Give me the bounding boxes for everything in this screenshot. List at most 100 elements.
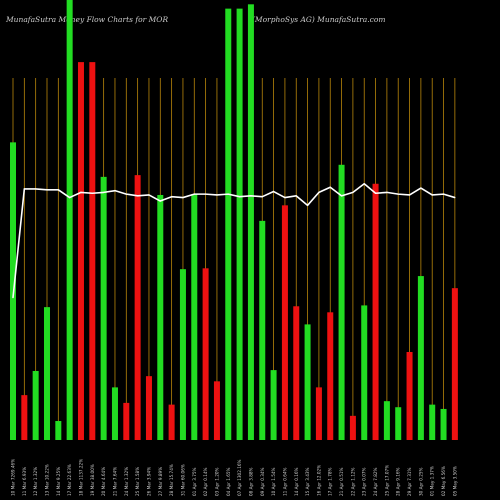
line-point <box>442 193 445 195</box>
line-point <box>397 193 399 195</box>
x-tick-label: 15 Apr 3.43% <box>305 467 310 496</box>
line-point <box>250 195 252 197</box>
x-tick-label: 03 Apr 1.20% <box>214 467 219 496</box>
line-point <box>171 196 173 198</box>
x-tick-label: 09 Apr 0.34% <box>260 467 265 496</box>
line-point <box>408 194 411 196</box>
line-point <box>35 188 37 190</box>
bar <box>293 306 300 440</box>
bar-series <box>10 0 458 441</box>
line-point <box>137 195 139 197</box>
bar <box>236 8 243 441</box>
x-tick-label: 21 Apr 0.51% <box>339 467 344 496</box>
line-point <box>363 183 365 185</box>
x-tick-label: 25 Apr 17.07% <box>384 465 389 496</box>
bar <box>66 0 73 440</box>
line-point <box>46 189 48 191</box>
x-tick-label: 21 Mar 7.64% <box>112 467 117 496</box>
line-point <box>386 191 388 193</box>
bar <box>383 401 390 440</box>
chart-header-right: (MorphoSys AG) MunafaSutra.com <box>252 15 386 24</box>
bar <box>191 194 198 440</box>
chart-header-left: MunafaSutra Money Flow Charts for MOR <box>5 15 168 24</box>
x-tick-label: 26 Mar 3.94% <box>146 467 151 496</box>
x-tick-label: 16 Apr 12.02% <box>316 465 321 496</box>
bar <box>349 415 356 440</box>
line-point <box>261 196 263 198</box>
x-tick-label: 10 Mar 7269.46% <box>11 459 16 496</box>
line-point <box>91 192 93 194</box>
x-tick-label: 29 Apr 7.31% <box>407 467 412 496</box>
x-tick-label: 28 Mar 15.74% <box>169 464 174 496</box>
bar <box>281 205 288 440</box>
bar <box>429 404 436 440</box>
x-tick-label: 17 Apr 1.78% <box>328 467 333 496</box>
x-tick-label: 01 May 1.37% <box>430 466 435 496</box>
line-point <box>23 188 25 190</box>
bar <box>270 370 277 440</box>
x-tick-label: 24 Apr 7.82% <box>373 467 378 496</box>
bar <box>372 183 379 440</box>
bar <box>327 312 334 440</box>
bar <box>338 164 345 441</box>
bar <box>304 324 311 440</box>
x-tick-label: 08 Apr 3.88% <box>248 467 253 496</box>
line-point <box>295 195 297 197</box>
bar <box>259 220 266 440</box>
bar <box>168 404 175 440</box>
x-tick-label: 20 Mar 4.64% <box>101 467 106 496</box>
line-point <box>352 191 354 193</box>
bar <box>100 176 107 441</box>
line-point <box>272 190 275 193</box>
line-point <box>216 194 218 196</box>
line-point <box>239 196 241 198</box>
x-tick-label: 12 Mar 1.32% <box>33 467 38 496</box>
x-tick-label: 05 May 3.50% <box>452 466 457 496</box>
x-tick-label: 18 Mar 1137.22% <box>78 459 83 496</box>
bar <box>417 276 424 440</box>
bar <box>213 381 220 440</box>
bar <box>451 288 458 440</box>
x-tick-label: 01 Apr 3.75% <box>192 467 197 496</box>
bar <box>32 370 39 440</box>
x-tick-label: 02 May 6.56% <box>441 466 446 496</box>
x-tick-label: 10 Apr 1.54% <box>271 467 276 496</box>
money-flow-line <box>12 182 456 298</box>
line-point <box>306 204 309 206</box>
x-axis-labels: 10 Mar 7269.46% 11 Mar 6.93% 12 Mar 1.32% 1… <box>11 459 458 496</box>
bar <box>361 305 368 440</box>
bar <box>440 408 447 440</box>
line-point <box>318 191 320 193</box>
x-tick-label: 14 Mar 9.25% <box>56 467 61 496</box>
bar <box>111 387 118 440</box>
bar <box>55 421 62 440</box>
x-tick-label: 14 Apr 0.16% <box>294 467 299 496</box>
bar <box>247 4 254 441</box>
x-tick-label: 11 Apr 0.64% <box>282 467 287 496</box>
bar <box>123 402 130 440</box>
bar <box>225 8 232 441</box>
bar <box>145 376 152 440</box>
x-tick-label: 07 Apr 1302.16% <box>237 459 242 496</box>
x-tick-label: 19 Mar 38.00% <box>90 464 95 496</box>
bar <box>89 62 96 440</box>
line-point <box>69 196 71 199</box>
bar <box>77 62 84 440</box>
x-tick-label: 23 Apr 0.07% <box>362 467 367 496</box>
money-flow-line-series <box>12 182 456 299</box>
bar <box>315 387 322 440</box>
line-point <box>159 200 161 202</box>
x-tick-label: 11 Mar 6.93% <box>22 467 27 496</box>
x-tick-label: 28 Apr 9.16% <box>396 467 401 496</box>
line-point <box>329 186 331 188</box>
bar <box>406 352 413 440</box>
line-point <box>374 192 377 194</box>
x-tick-label: 13 Mar 10.22% <box>44 464 49 496</box>
bar <box>179 269 186 440</box>
line-point <box>125 193 127 195</box>
bar <box>43 307 50 440</box>
bar <box>157 194 164 440</box>
line-point <box>340 195 343 197</box>
x-tick-label: 31 Mar 60.06% <box>180 464 185 496</box>
x-tick-label: 22 Apr 1.12% <box>350 467 355 496</box>
